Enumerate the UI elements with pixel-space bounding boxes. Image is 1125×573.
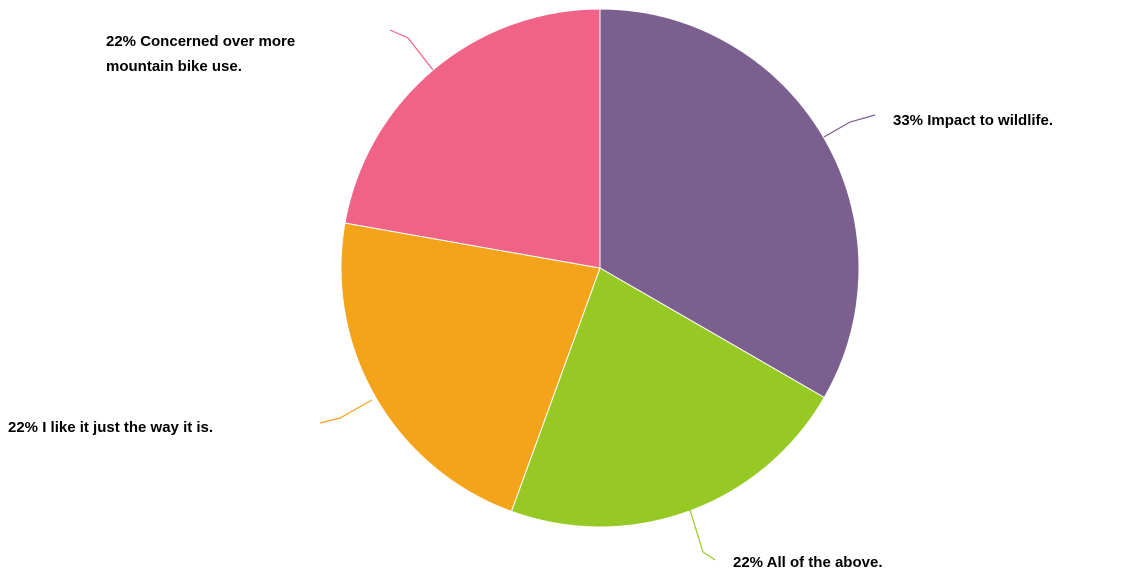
- leader-line-mountain-bike-use: [389, 29, 434, 71]
- slice-labels: 33% Impact to wildlife. 22% All of the a…: [8, 33, 1053, 571]
- pie-slice-mountain-bike-use: [344, 8, 601, 269]
- leader-line-all-of-the-above: [689, 509, 716, 561]
- slice-label-mountain-bike-line-1: 22% Concerned over more: [106, 33, 295, 50]
- slice-label-all-of-the-above: 22% All of the above.: [733, 554, 882, 571]
- pie-slice-like-it-as-is: [340, 222, 601, 513]
- pie-slices: [340, 8, 860, 528]
- pie-slice-all-of-the-above: [510, 267, 825, 528]
- leader-lines: [319, 29, 876, 561]
- leader-line-like-it-as-is: [319, 399, 373, 424]
- slice-label-impact-to-wildlife: 33% Impact to wildlife.: [893, 112, 1053, 129]
- leader-line-impact-to-wildlife: [823, 114, 876, 138]
- slice-label-mountain-bike-line-2: mountain bike use.: [106, 58, 242, 75]
- pie-slice-impact-to-wildlife: [599, 8, 860, 399]
- slice-label-like-it-as-is: 22% I like it just the way it is.: [8, 419, 213, 436]
